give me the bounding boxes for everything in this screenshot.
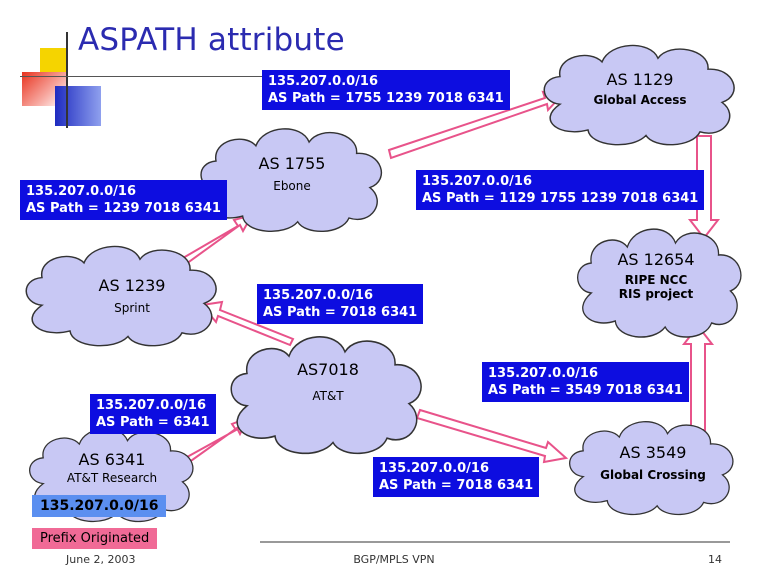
aspath-text: AS Path = 6341 [96,415,210,430]
as-number: AS 3549 [619,443,687,462]
footer-date: June 2, 2003 [66,553,136,566]
as-org-line2: RIS project [618,287,694,301]
aspath-label-1239: 135.207.0.0/16 AS Path = 7018 6341 [257,284,424,324]
as-number: AS 12654 [617,250,695,269]
aspath-label-1755: 135.207.0.0/16 AS Path = 1239 7018 6341 [20,180,227,220]
cloud-label-as12654: AS 12654 RIPE NCC RIS project [586,250,726,301]
aspath-text: AS Path = 7018 6341 [263,305,418,320]
cloud-label-as1239: AS 1239 Sprint [62,276,202,315]
cloud-label-as1755: AS 1755 Ebone [222,154,362,193]
logo-decoration [0,0,110,140]
aspath-label-12654-from-3549: 135.207.0.0/16 AS Path = 3549 7018 6341 [482,362,689,402]
footer-page-number: 14 [708,553,722,566]
prefix-text: 135.207.0.0/16 [488,366,599,381]
as-org: Global Access [593,93,687,107]
title-rule-vertical [66,32,68,128]
cloud-label-as1129: AS 1129 Global Access [570,70,710,107]
page-title: ASPATH attribute [78,22,345,58]
prefix-text: 135.207.0.0/16 [263,288,374,303]
cloud-label-as6341: AS 6341 AT&T Research [42,450,182,485]
as-number: AS7018 [297,360,359,379]
prefix-text: 135.207.0.0/16 [26,184,137,199]
aspath-label-7018: 135.207.0.0/16 AS Path = 6341 [90,394,216,434]
footer-title: BGP/MPLS VPN [353,553,435,566]
aspath-label-1129: 135.207.0.0/16 AS Path = 1755 1239 7018 … [262,70,510,110]
cloud-label-as3549: AS 3549 Global Crossing [578,443,728,482]
aspath-text: AS Path = 1755 1239 7018 6341 [268,91,504,106]
as-org: Global Crossing [600,468,706,482]
prefix-originated-label: Prefix Originated [32,528,158,549]
as-number: AS 1755 [258,154,326,173]
aspath-text: AS Path = 1129 1755 1239 7018 6341 [422,191,699,206]
aspath-text: AS Path = 3549 7018 6341 [488,383,683,398]
aspath-label-12654-from-1129: 135.207.0.0/16 AS Path = 1129 1755 1239 … [416,170,705,210]
prefix-text: 135.207.0.0/16 [268,74,379,89]
as-org: Ebone [273,179,311,193]
title-rule-horizontal [20,76,340,77]
as-number: AS 1129 [606,70,674,89]
prefix-text: 135.207.0.0/16 [96,398,207,413]
arrow-7018-to-1239 [200,300,295,347]
as-org: Sprint [114,301,150,315]
prefix-text: 135.207.0.0/16 [379,461,490,476]
as-org: AT&T Research [66,471,158,485]
aspath-label-3549: 135.207.0.0/16 AS Path = 7018 6341 [373,457,540,497]
cloud-label-as7018: AS7018 AT&T [258,360,398,403]
as-org: AT&T [312,389,344,403]
as-org: RIPE NCC [624,273,688,287]
origin-prefix-badge: 135.207.0.0/16 [32,495,167,517]
arrow-7018-to-3549 [415,408,569,464]
arrow-3549-to-12654 [681,324,715,431]
as-number: AS 6341 [78,450,146,469]
arrow-1239-to-1755 [181,213,255,266]
prefix-text: 135.207.0.0/16 [422,174,533,189]
as-number: AS 1239 [98,276,166,295]
aspath-text: AS Path = 1239 7018 6341 [26,201,221,216]
aspath-text: AS Path = 7018 6341 [379,478,534,493]
footer-rule [260,541,730,543]
